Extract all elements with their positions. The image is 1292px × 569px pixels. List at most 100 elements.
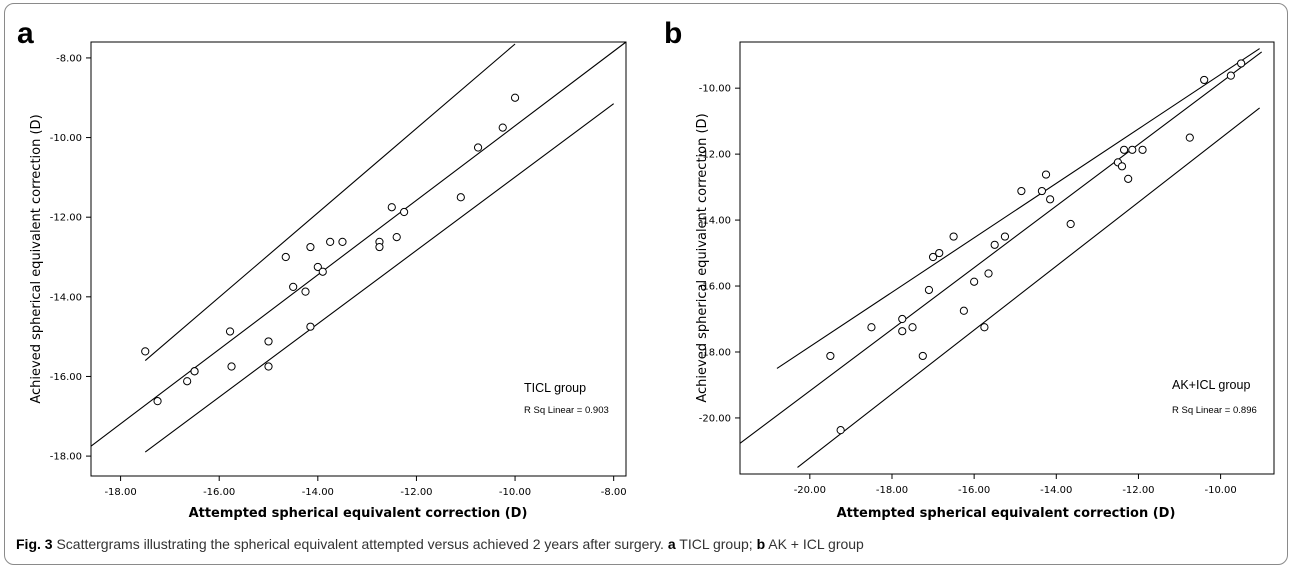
panel-a-fit-line (90, 41, 627, 447)
panel-b-scatter-point (1119, 145, 1129, 154)
panel-b-scatter-point (1185, 133, 1194, 142)
panel-b-x-tick-label: -12.00 (1122, 485, 1154, 496)
panel-a-letter: a (17, 17, 34, 50)
panel-a-y-tick-label: -10.00 (50, 133, 82, 144)
caption-fig-label: Fig. 3 (16, 536, 53, 552)
panel-b-scatter-point (990, 240, 999, 249)
caption-b-label: b (756, 536, 766, 552)
panel-b-scatter-point (1041, 170, 1051, 179)
panel-b-scatter-point (970, 277, 979, 286)
panel-b-lines (739, 48, 1263, 468)
panel-a-y-tick-label: -18.00 (50, 452, 82, 463)
panel-a-upper-line (144, 43, 516, 361)
panel-a-scatter-point (281, 252, 290, 262)
panel-b-points (826, 59, 1246, 435)
panel-a-scatter-point (264, 362, 273, 371)
panel-b-y-tick-label: -14.00 (699, 216, 731, 227)
panel-b-x-tick-label: -16.00 (958, 485, 990, 496)
panel-b-r2-label: R Sq Linear = 0.896 (1172, 405, 1257, 416)
panel-b-x-axis-title: Attempted spherical equivalent correctio… (837, 506, 1176, 521)
panel-b-x-tick-label: -10.00 (1204, 485, 1236, 496)
panel-b-y-tick-label: -10.00 (699, 84, 731, 95)
panel-b-scatter-point (980, 323, 989, 332)
panel-b-scatter-point (867, 323, 876, 332)
panel-b-scatter-point (1037, 186, 1047, 196)
panel-b-y-tick-label: -12.00 (699, 150, 731, 161)
panel-a-y-tick-label: -16.00 (50, 372, 82, 383)
panel-b-scatter-point (1128, 145, 1137, 154)
panel-b-upper-line (776, 48, 1260, 369)
panel-a-x-tick-label: -14.00 (302, 487, 334, 498)
caption-b-text: AK + ICL group (765, 536, 864, 552)
panel-a-scatter-point (301, 287, 310, 296)
panel-b-scatter-point (1138, 145, 1147, 154)
panel-a-scatter-point (392, 233, 401, 242)
caption-text: Scattergrams illustrating the spherical … (52, 536, 668, 552)
panel-b-x-tick-label: -14.00 (1040, 485, 1072, 496)
panel-a-scatter-point (456, 193, 465, 202)
panel-b-scatter-point (898, 327, 907, 336)
panel-a-scatter-point (183, 377, 192, 386)
panel-a-scatter-point (326, 237, 335, 246)
caption-a-label: a (667, 536, 676, 552)
panel-a-ticks: -18.00 -16.00 -14.00 -12.00 -10.00 -8.00 -18.0… (50, 53, 627, 498)
panel-b-x-tick-label: -20.00 (794, 485, 826, 496)
panel-b-scatter-point (1066, 219, 1075, 229)
panel-a-scatter-point (313, 262, 322, 272)
panel-a-x-tick-label: -10.00 (499, 487, 531, 498)
panel-b-scatter-point (984, 269, 993, 278)
panel-a-scatter-point (306, 242, 315, 252)
panel-a-scatter-point (473, 143, 483, 152)
panel-a-scatter-point (375, 242, 384, 252)
panel-b-scatter-point (826, 351, 835, 361)
panel-a-scatter-point (225, 327, 235, 336)
panel-a-scatter-point (510, 93, 520, 102)
panel-a: a -18.00 -16.00 -14.00 -12.00 -10.00 -8.00-18… (17, 17, 627, 521)
panel-a-scatter-point (400, 207, 409, 217)
panel-a-x-tick-label: -8.00 (601, 487, 627, 498)
panel-a-x-axis-title: Attempted spherical equivalent correctio… (189, 506, 528, 521)
panel-a-y-tick-label: -14.00 (50, 292, 82, 303)
panel-a-plot-frame (90, 41, 627, 477)
panel-a-y-axis-title: Achieved spherical equivalent correction… (29, 114, 44, 403)
panel-a-scatter-point (264, 337, 273, 346)
panel-b-scatter-point (836, 426, 845, 435)
panel-a-scatter-point (318, 267, 327, 276)
panel-b-ticks: -20.00 -18.00 -16.00 -14.00 -12.00 -10.00 -20.… (699, 84, 1237, 496)
panel-a-scatter-point (289, 282, 298, 291)
panel-b-scatter-point (918, 351, 927, 361)
panel-b-y-tick-label: -20.00 (699, 413, 731, 424)
panel-b-lower-line (797, 107, 1260, 468)
panel-b-y-tick-label: -16.00 (699, 282, 731, 293)
panel-b-scatter-point (1124, 174, 1133, 183)
panel-b-x-tick-label: -18.00 (876, 485, 908, 496)
panel-b-scatter-point (928, 252, 938, 262)
panel-a-scatter-point (227, 362, 236, 371)
panel-a-group-label: TICL group (524, 381, 586, 395)
panel-b-scatter-point (1117, 162, 1127, 171)
panel-a-scatter-point (306, 322, 315, 331)
panel-a-lines (90, 41, 627, 453)
panel-b-scatter-point (1017, 186, 1026, 196)
panel-a-r2-label: R Sq Linear = 0.903 (524, 405, 609, 416)
panel-a-scatter-point (387, 203, 396, 212)
panel-a-y-tick-label: -8.00 (56, 53, 82, 64)
panel-b-fit-line (739, 51, 1263, 444)
panel-b-scatter-point (935, 248, 944, 258)
panel-a-x-tick-label: -16.00 (203, 487, 235, 498)
panel-a-x-tick-label: -18.00 (104, 487, 136, 498)
panel-a-y-tick-label: -12.00 (50, 213, 82, 224)
panel-b-letter: b (664, 17, 682, 50)
panel-a-x-tick-label: -12.00 (400, 487, 432, 498)
panel-b-scatter-point (1046, 195, 1055, 204)
panel-a-points (141, 93, 520, 406)
panel-b-scatter-point (959, 306, 968, 315)
panel-b-scatter-point (908, 323, 917, 332)
figure-caption: Fig. 3 Scattergrams illustrating the sph… (16, 536, 864, 552)
panel-b: b -20.00 -18.00 -16.00 -14.00 -12.00 -10.00-2… (664, 17, 1275, 521)
panel-b-scatter-point (924, 285, 934, 295)
panel-b-scatter-point (1200, 75, 1209, 85)
panel-a-scatter-point (190, 367, 199, 376)
panel-b-plot-frame (739, 41, 1275, 475)
